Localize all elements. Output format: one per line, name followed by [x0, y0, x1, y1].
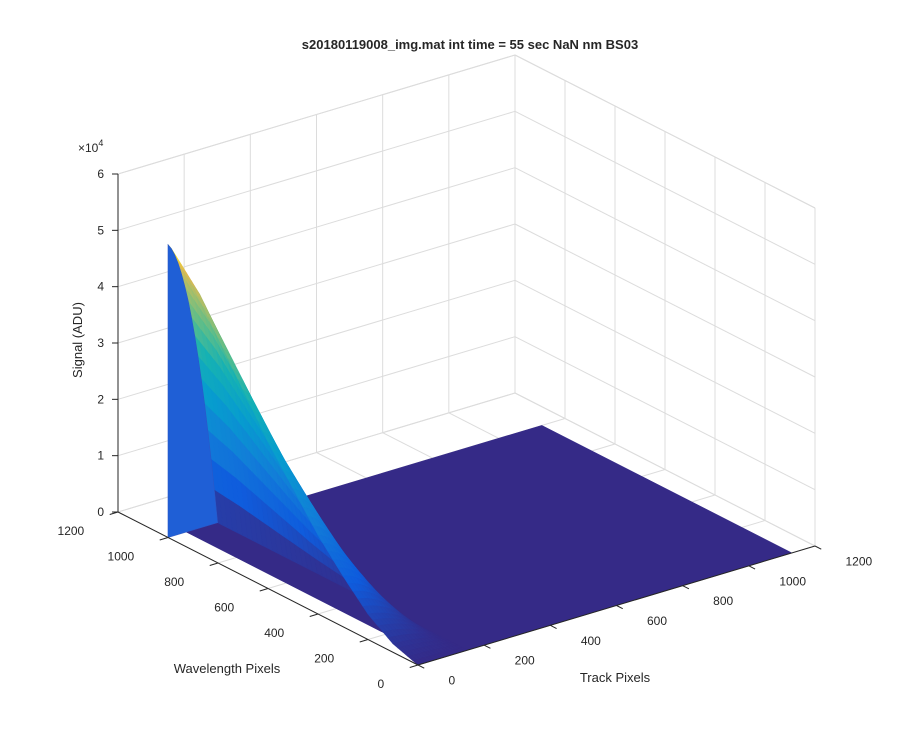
- x-tick: [550, 624, 557, 629]
- x-axis-label: Track Pixels: [580, 670, 651, 685]
- z-tick-label: 4: [97, 280, 104, 294]
- z-tick-label: 3: [97, 336, 104, 350]
- z-tick-label: 1: [97, 449, 104, 463]
- grid-line: [514, 167, 816, 322]
- x-tick: [682, 585, 690, 590]
- z-tick-label: 2: [97, 392, 104, 406]
- box-edge: [514, 54, 816, 209]
- y-tick: [359, 639, 369, 643]
- x-tick-label: 1200: [846, 554, 873, 568]
- z-axis-exponent: ×104: [78, 138, 103, 155]
- y-tick-label: 400: [264, 626, 284, 640]
- y-tick: [209, 562, 219, 566]
- grid-line: [514, 336, 816, 491]
- y-tick-label: 600: [214, 600, 234, 614]
- tick-labels: 0200400600800100012000200400600800100012…: [58, 167, 873, 691]
- x-tick: [616, 605, 623, 610]
- grid-line: [514, 279, 816, 434]
- x-tick-label: 200: [515, 654, 535, 668]
- surface-cliff: [167, 243, 218, 538]
- x-tick: [814, 545, 822, 550]
- y-tick: [259, 588, 269, 592]
- z-exponent-power: 4: [98, 138, 103, 148]
- grid-line: [514, 110, 816, 265]
- grid-line: [117, 167, 516, 288]
- x-tick-label: 800: [713, 594, 733, 608]
- y-axis-label: Wavelength Pixels: [174, 661, 281, 676]
- y-tick: [309, 613, 319, 617]
- chart-title: s20180119008_img.mat int time = 55 sec N…: [302, 37, 638, 52]
- x-tick-label: 400: [581, 634, 601, 648]
- grid-line: [514, 223, 816, 378]
- z-tick-label: 5: [97, 223, 104, 237]
- box-edge: [117, 54, 516, 175]
- y-tick-label: 1000: [108, 549, 135, 563]
- z-tick-label: 6: [97, 167, 104, 181]
- x-tick: [417, 664, 425, 669]
- y-tick: [159, 537, 169, 541]
- z-tick-label: 0: [97, 505, 104, 519]
- svg-text:×104: ×104: [78, 138, 103, 155]
- x-tick-label: 600: [647, 614, 667, 628]
- surface-plot: [167, 243, 793, 666]
- y-tick-label: 1200: [58, 524, 85, 538]
- z-exponent-base: ×10: [78, 141, 99, 155]
- y-tick: [409, 664, 419, 668]
- grid-line: [117, 110, 516, 231]
- x-tick: [748, 565, 756, 570]
- y-tick-label: 200: [314, 651, 334, 665]
- x-tick: [483, 644, 491, 649]
- axis-lines: [109, 173, 822, 669]
- x-tick-label: 1000: [779, 574, 806, 588]
- y-tick-label: 0: [378, 677, 385, 691]
- z-axis-label: Signal (ADU): [70, 302, 85, 378]
- x-tick-label: 0: [449, 673, 456, 687]
- y-tick-label: 800: [164, 575, 184, 589]
